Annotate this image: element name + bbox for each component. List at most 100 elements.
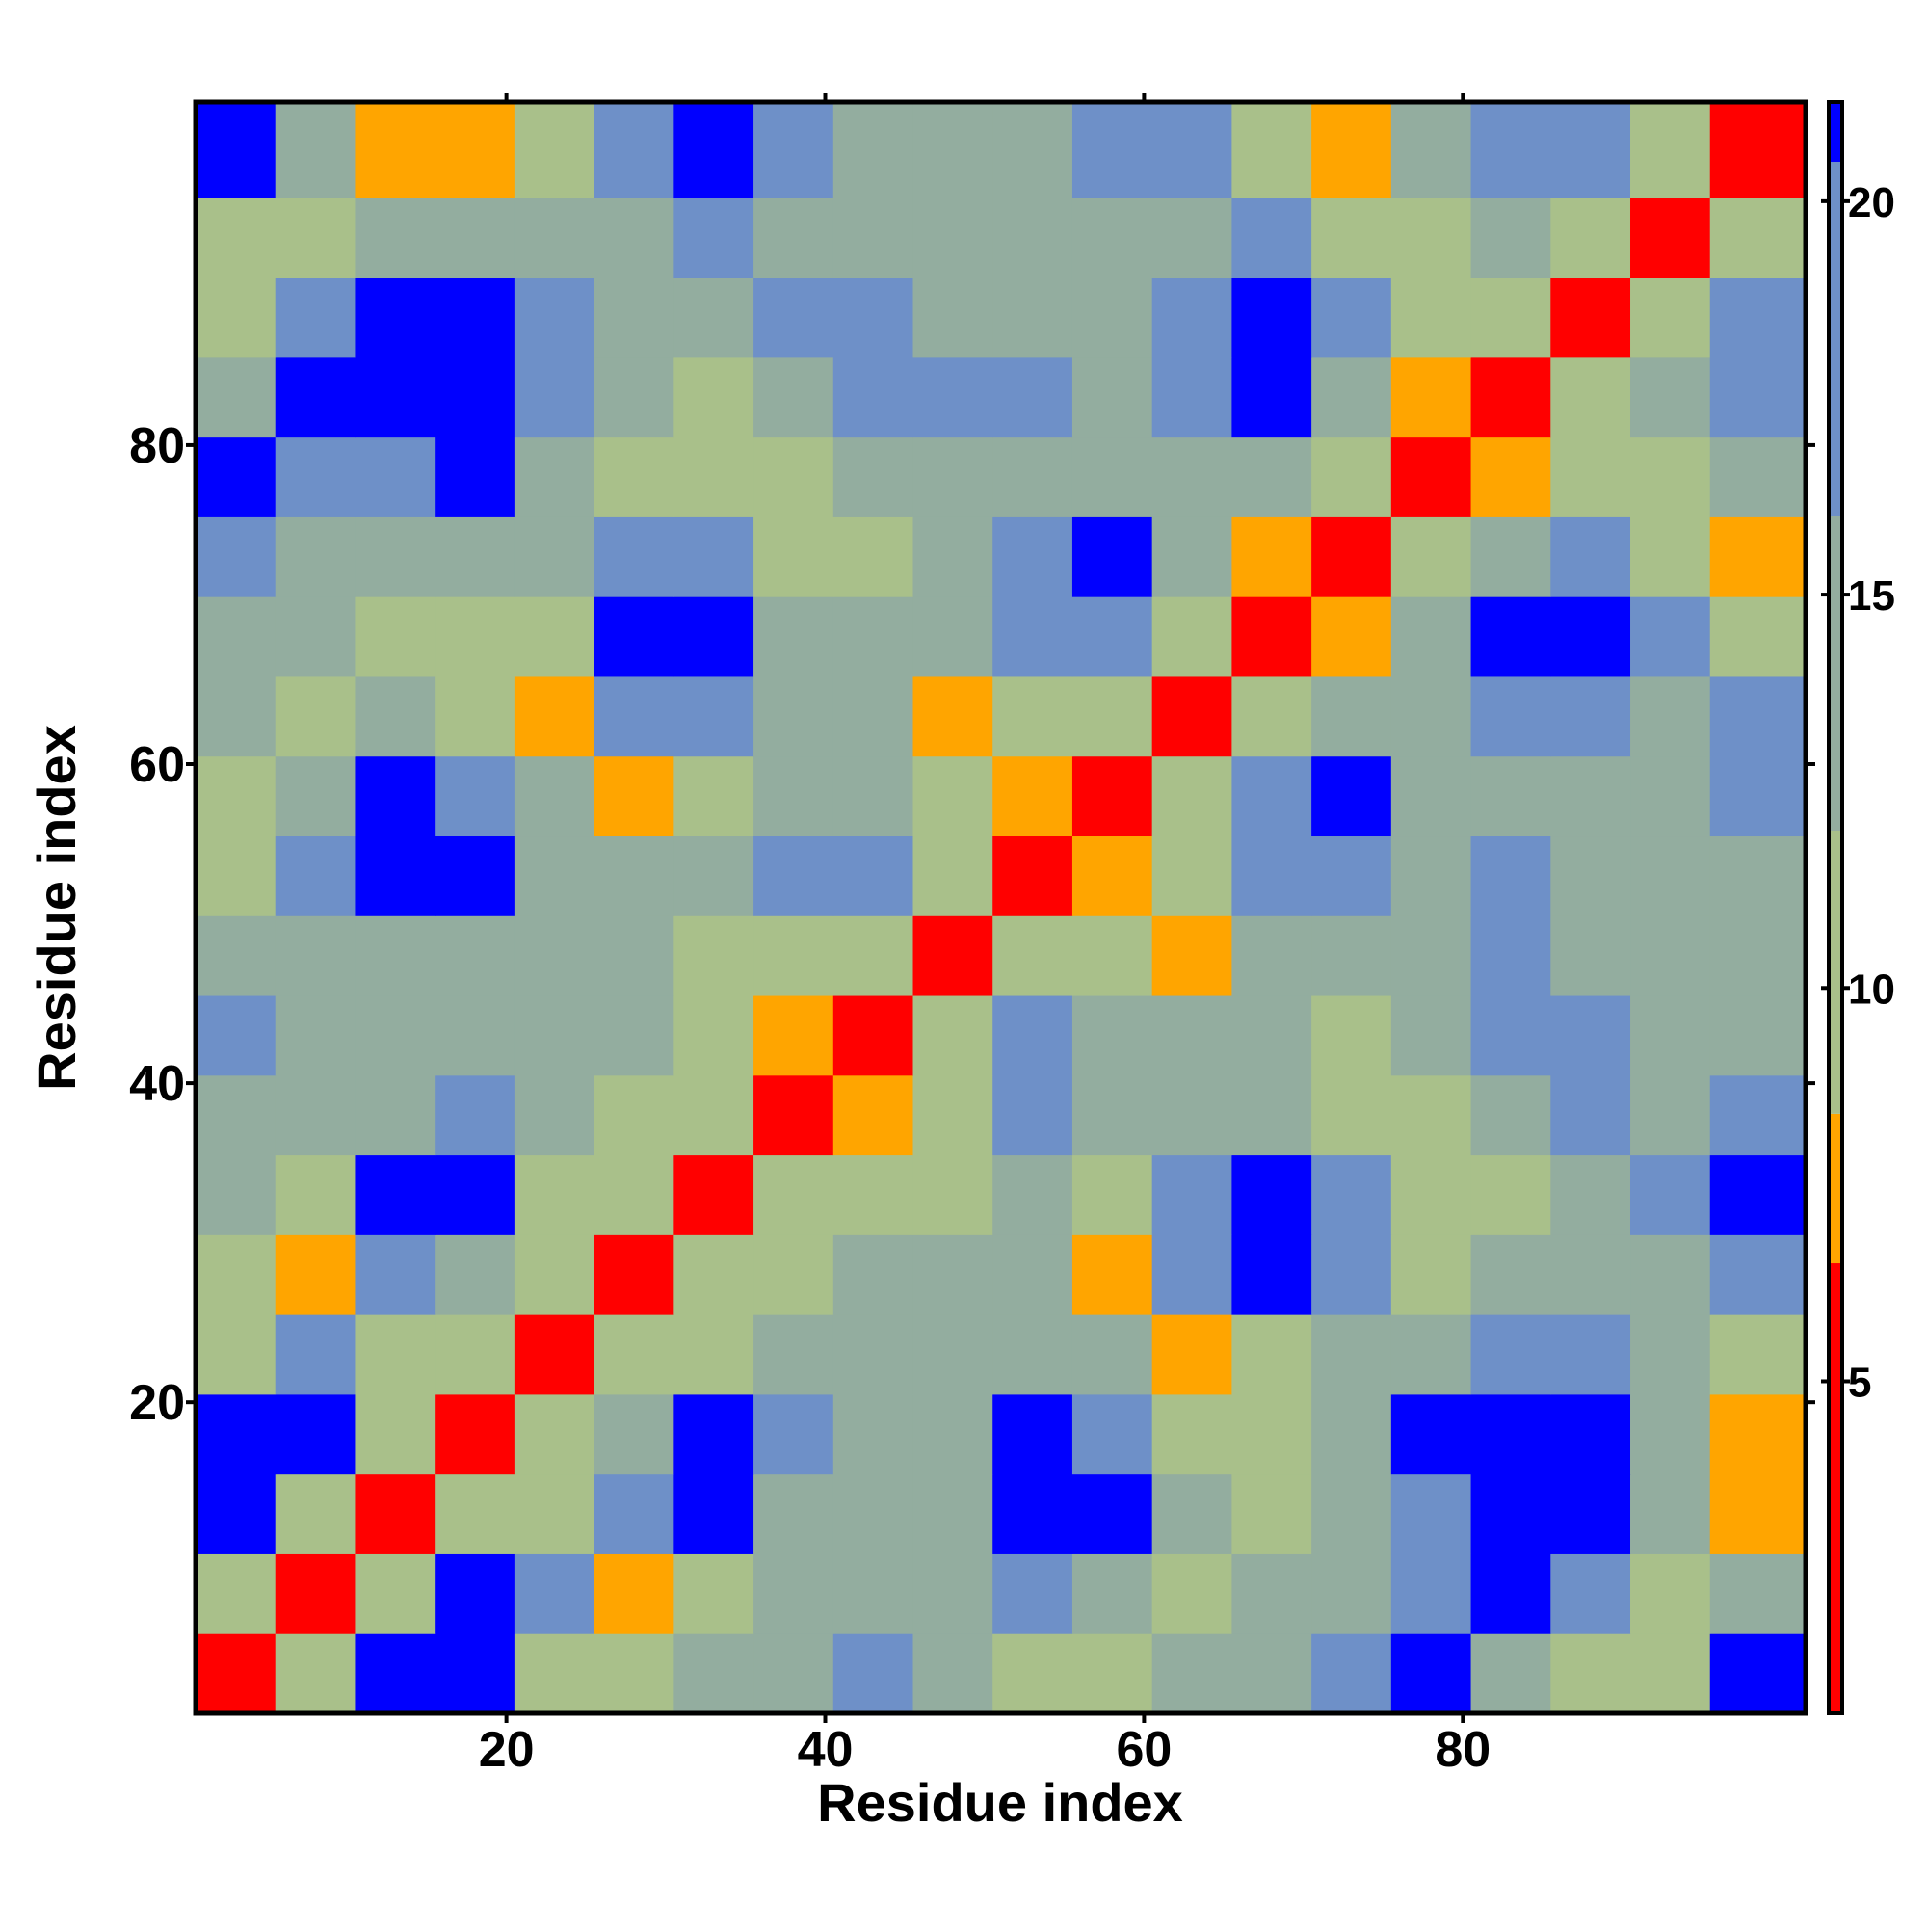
heat-cell [753, 278, 834, 358]
heat-cell [992, 1074, 1073, 1156]
heat-cell [1151, 516, 1232, 597]
heat-cell [1470, 1074, 1551, 1156]
heat-cell [1231, 437, 1312, 517]
heat-cell [1709, 995, 1807, 1076]
colorbar-tick-label: 5 [1848, 1359, 1871, 1406]
heat-cell [196, 1314, 277, 1395]
heat-cell [196, 755, 277, 837]
heat-cell [992, 1633, 1073, 1714]
heat-cell [355, 675, 436, 757]
heat-cell [1550, 1234, 1631, 1315]
heat-cell [594, 1553, 674, 1634]
heat-cell [1311, 1393, 1392, 1475]
heat-cell [1151, 1393, 1232, 1475]
heat-cell [275, 357, 356, 438]
heat-cell [1390, 1234, 1472, 1315]
heat-cell [753, 102, 834, 198]
heat-cell [1390, 835, 1472, 916]
heat-cell [832, 437, 914, 517]
heat-cell [275, 1234, 356, 1315]
heat-cell [275, 198, 356, 278]
heat-cell [832, 1234, 914, 1315]
heat-cell [594, 1154, 674, 1235]
heat-cell [594, 516, 674, 597]
heat-cell [594, 1473, 674, 1554]
heat-cell [912, 437, 993, 517]
heat-cell [1390, 1314, 1472, 1395]
heat-cell [435, 102, 515, 198]
heat-cell [912, 596, 993, 677]
heat-cell [753, 915, 834, 996]
y-tick-label: 60 [129, 737, 185, 793]
heat-cell [992, 1473, 1073, 1554]
x-axis-title: Residue index [817, 1772, 1183, 1833]
heat-cell [275, 1633, 356, 1714]
heat-cell [1151, 1553, 1232, 1634]
heat-cell [1071, 1234, 1153, 1315]
heat-cell [196, 915, 277, 996]
heat-cell [832, 357, 914, 438]
heat-cell [992, 1234, 1073, 1315]
heat-cell [1151, 915, 1232, 996]
heat-cell [355, 1234, 436, 1315]
heat-cell [992, 198, 1073, 278]
heat-cell [1151, 278, 1232, 358]
heat-cell [1470, 596, 1551, 677]
heat-cell [1151, 1473, 1232, 1554]
heat-cell [196, 102, 277, 198]
heat-cell [355, 596, 436, 677]
heat-cell [1550, 1633, 1631, 1714]
heat-cell [832, 102, 914, 198]
colorbar-band [1829, 516, 1842, 831]
heat-cell [753, 675, 834, 757]
heat-cell [275, 516, 356, 597]
heat-cell [1151, 437, 1232, 517]
heat-cell [514, 1234, 595, 1315]
heat-cell [1709, 1553, 1807, 1634]
heat-cell [673, 596, 754, 677]
heat-cell [435, 1633, 515, 1714]
heat-cell [673, 198, 754, 278]
heat-cell [196, 675, 277, 757]
heat-cell [435, 1393, 515, 1475]
heat-cell [1550, 835, 1631, 916]
heat-cell [514, 1074, 595, 1156]
heat-cell [514, 1154, 595, 1235]
heat-cell [673, 1074, 754, 1156]
heat-cell [1470, 278, 1551, 358]
heat-cell [355, 1473, 436, 1554]
heat-cell [673, 995, 754, 1076]
heat-cell [435, 198, 515, 278]
heat-cell [1709, 915, 1807, 996]
heat-cell [832, 1633, 914, 1714]
heat-cell [1311, 1074, 1392, 1156]
heat-cell [1071, 675, 1153, 757]
heat-cell [1311, 675, 1392, 757]
heat-cell [1071, 755, 1153, 837]
heat-cell [753, 596, 834, 677]
heat-cell [1470, 1633, 1551, 1714]
heat-cell [912, 755, 993, 837]
heat-cell [1231, 596, 1312, 677]
heat-cell [1390, 1074, 1472, 1156]
heat-cell [514, 1633, 595, 1714]
heat-cell [1311, 915, 1392, 996]
heat-cell [832, 1154, 914, 1235]
heat-cell [435, 357, 515, 438]
heat-cell [1550, 755, 1631, 837]
heat-cell [275, 102, 356, 198]
heat-cell [1470, 516, 1551, 597]
heat-cell [832, 1553, 914, 1634]
heat-cell [355, 437, 436, 517]
heat-cell [1709, 516, 1807, 597]
heat-cell [594, 1074, 674, 1156]
heat-cell [1550, 1154, 1631, 1235]
heat-cell [514, 1473, 595, 1554]
heat-cell [832, 278, 914, 358]
heat-cell [1231, 1393, 1312, 1475]
heat-cell [832, 1393, 914, 1475]
heat-cell [1630, 516, 1711, 597]
heat-cell [912, 835, 993, 916]
heat-cell [435, 835, 515, 916]
heat-cell [196, 596, 277, 677]
